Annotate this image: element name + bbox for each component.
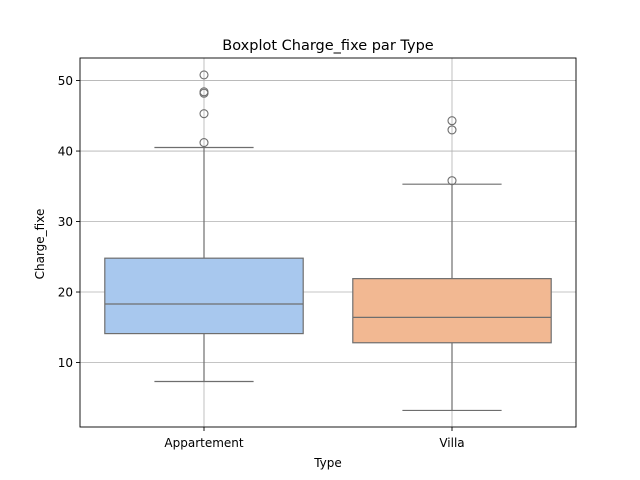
y-tick-label: 10: [58, 356, 73, 370]
box-layer: [104, 70, 552, 412]
box-group-appartement: [104, 70, 304, 383]
outlier-point: [199, 109, 209, 119]
axis-layer: 10 20 30 40 50 Appartement Villa: [58, 57, 577, 450]
y-tick-label: 20: [58, 285, 73, 299]
outlier-point: [199, 70, 209, 80]
y-tick-label: 30: [58, 215, 73, 229]
outlier-point: [199, 87, 209, 97]
y-tick-label: 50: [58, 74, 73, 88]
outlier-point: [447, 125, 457, 135]
outlier-point: [447, 116, 457, 126]
x-tick-label: Appartement: [164, 436, 243, 450]
iqr-box: [352, 278, 552, 344]
x-tick-label: Villa: [439, 436, 464, 450]
x-axis-title: Type: [313, 456, 342, 470]
plot-frame: [79, 57, 577, 428]
outlier-point: [199, 138, 209, 148]
chart-title: Boxplot Charge_fixe par Type: [222, 38, 433, 54]
iqr-box: [104, 257, 304, 335]
box-group-villa: [352, 116, 552, 412]
y-tick-label: 40: [58, 144, 73, 158]
outlier-point: [447, 176, 457, 186]
y-axis-title: Charge_fixe: [33, 209, 47, 280]
grid-layer: [80, 58, 576, 427]
